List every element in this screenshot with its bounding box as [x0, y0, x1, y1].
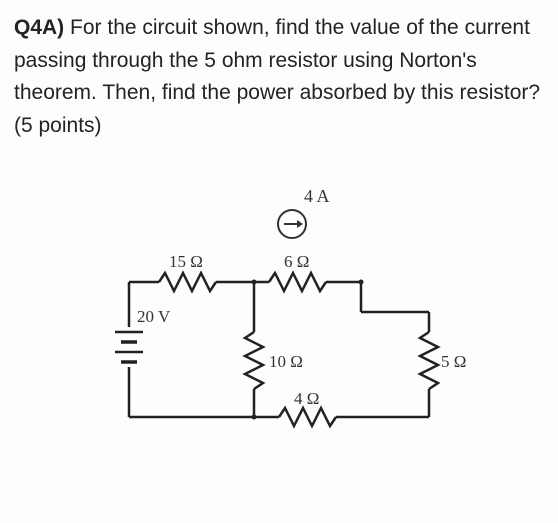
resistor-top-left-label: 15 Ω [169, 252, 203, 271]
resistor-right-icon [420, 332, 438, 389]
question-text: Q4A) For the circuit shown, find the val… [14, 12, 544, 142]
resistor-top-left-icon [159, 273, 216, 291]
question-body: For the circuit shown, find the value of… [14, 16, 540, 137]
ammeter-label: 4 A [304, 186, 330, 206]
resistor-right-label: 5 Ω [441, 352, 466, 371]
resistor-mid-vert-icon [245, 332, 263, 389]
voltage-source-icon [115, 332, 143, 362]
ammeter-icon [278, 210, 306, 238]
circuit-diagram: 4 A 15 Ω 6 Ω 20 V 10 Ω 5 Ω 4 Ω [14, 172, 544, 452]
voltage-source-label: 20 V [137, 307, 171, 326]
question-label: Q4A) [14, 16, 64, 39]
resistor-top-mid-icon [269, 273, 326, 291]
resistor-top-mid-label: 6 Ω [284, 252, 309, 271]
resistor-bottom-label: 4 Ω [294, 389, 319, 408]
resistor-bottom-icon [279, 408, 336, 426]
resistor-mid-vert-label: 10 Ω [269, 352, 303, 371]
